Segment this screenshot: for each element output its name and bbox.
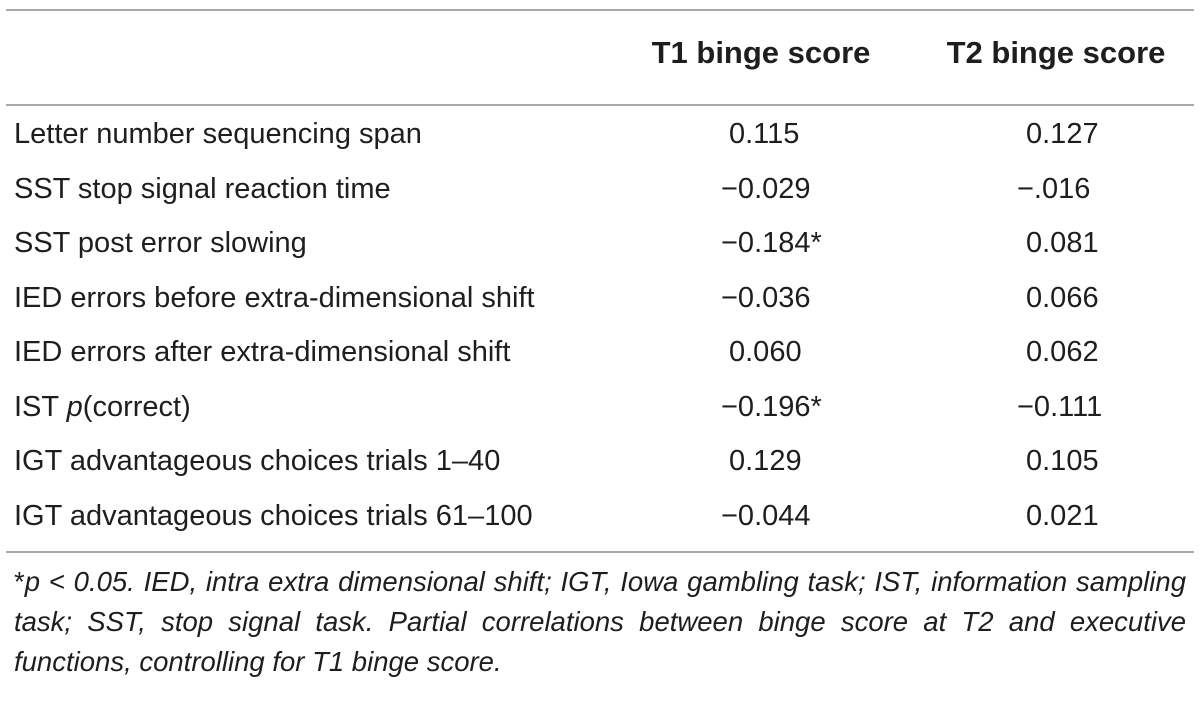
p-italic: p bbox=[66, 390, 83, 423]
table-top-rule bbox=[6, 9, 1194, 11]
t1-value: −0.184* bbox=[721, 227, 822, 259]
row-label: IGT advantageous choices trials 1–40 bbox=[14, 445, 501, 477]
table-row: IGT advantageous choices trials 61–100 −… bbox=[0, 491, 1200, 546]
t1-value: −0.036 bbox=[721, 281, 811, 314]
table-footnote: *p < 0.05. IED, intra extra dimensional … bbox=[14, 562, 1186, 682]
t2-value: −0.111 bbox=[1017, 390, 1103, 423]
table-row: SST post error slowing −0.184* 0.081 bbox=[0, 218, 1200, 273]
table-row: SST stop signal reaction time −0.029 −.0… bbox=[0, 164, 1200, 219]
row-label: Letter number sequencing span bbox=[14, 118, 422, 150]
table-row: IST p(correct) −0.196* −0.111 bbox=[0, 382, 1200, 437]
footnote-asterisk: * bbox=[14, 566, 25, 597]
table-body: Letter number sequencing span 0.115 0.12… bbox=[0, 109, 1200, 545]
row-label: IED errors before extra-dimensional shif… bbox=[14, 281, 535, 314]
t2-value: 0.021 bbox=[1026, 499, 1099, 532]
t2-value: 0.127 bbox=[1026, 118, 1099, 150]
t2-value: 0.081 bbox=[1026, 227, 1099, 259]
t2-value: 0.066 bbox=[1026, 281, 1099, 314]
column-header-t1: T1 binge score bbox=[651, 35, 871, 70]
table-row: IGT advantageous choices trials 1–40 0.1… bbox=[0, 436, 1200, 491]
t1-value: 0.129 bbox=[729, 445, 802, 477]
row-label: IED errors after extra-dimensional shift bbox=[14, 336, 511, 368]
table-row: Letter number sequencing span 0.115 0.12… bbox=[0, 109, 1200, 164]
row-label: IST p(correct) bbox=[14, 390, 191, 423]
t1-value: −0.029 bbox=[721, 172, 811, 205]
row-label: SST stop signal reaction time bbox=[14, 172, 391, 205]
table-row: IED errors after extra-dimensional shift… bbox=[0, 327, 1200, 382]
table-row: IED errors before extra-dimensional shif… bbox=[0, 273, 1200, 328]
t1-value: 0.115 bbox=[729, 118, 800, 150]
t2-value: −.016 bbox=[1017, 172, 1091, 205]
row-label: IGT advantageous choices trials 61–100 bbox=[14, 499, 533, 532]
table-bottom-rule bbox=[6, 551, 1194, 553]
t1-value: 0.060 bbox=[729, 336, 802, 368]
table-header-rule bbox=[6, 104, 1194, 106]
t2-value: 0.105 bbox=[1026, 445, 1099, 477]
t1-value: −0.044 bbox=[721, 499, 811, 532]
t1-value: −0.196* bbox=[721, 390, 822, 423]
row-label: SST post error slowing bbox=[14, 227, 307, 259]
column-header-t2: T2 binge score bbox=[946, 35, 1166, 70]
t2-value: 0.062 bbox=[1026, 336, 1099, 368]
footnote-text: p < 0.05. IED, intra extra dimensional s… bbox=[14, 566, 1186, 677]
